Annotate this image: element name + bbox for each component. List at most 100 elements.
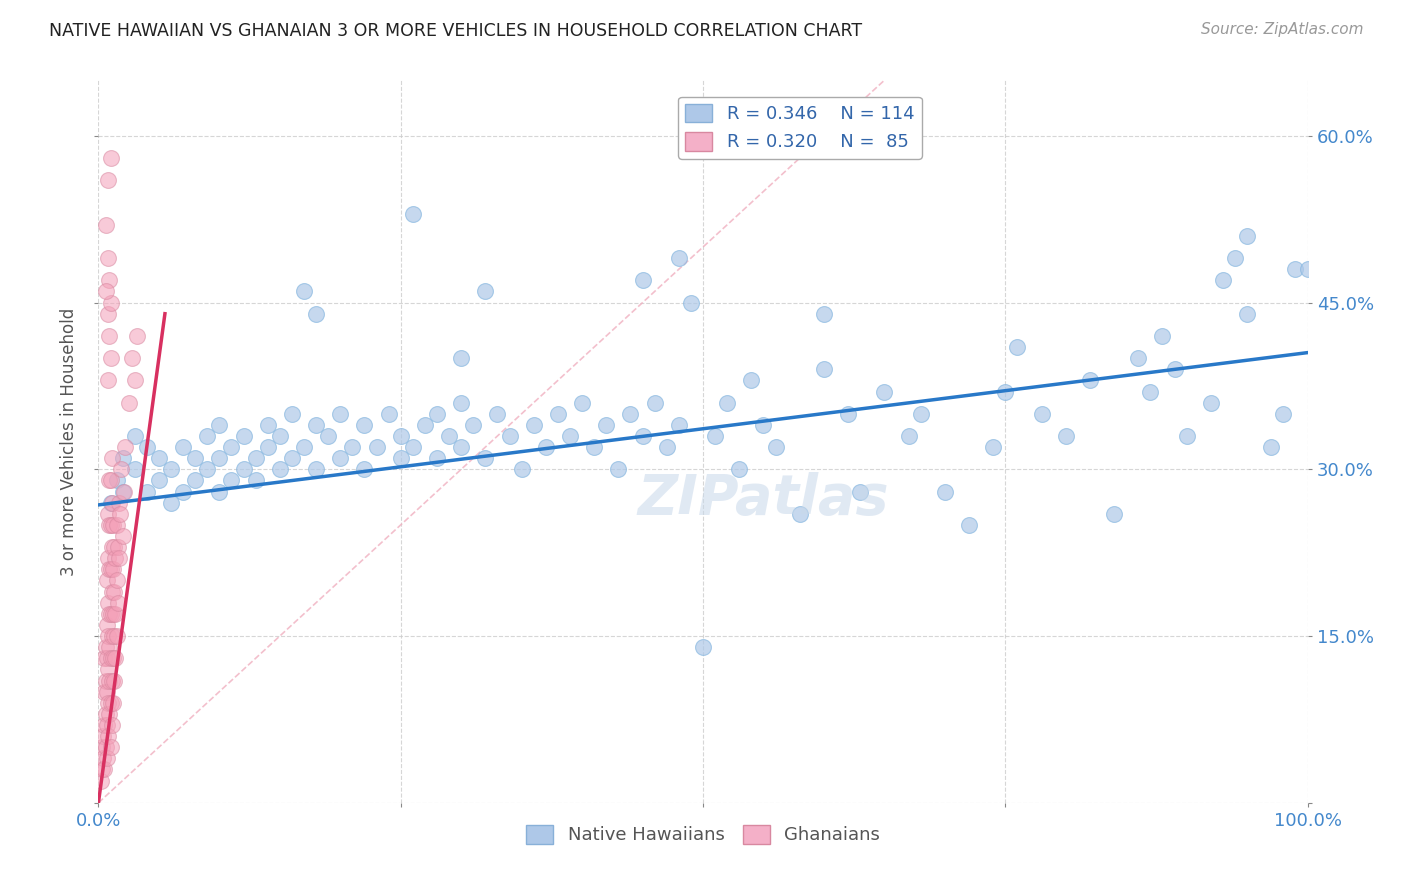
Point	[104, 607, 127, 621]
Point	[160, 462, 183, 476]
Point	[114, 440, 136, 454]
Point	[329, 407, 352, 421]
Point	[353, 462, 375, 476]
Point	[97, 507, 120, 521]
Point	[110, 462, 132, 476]
Point	[98, 329, 121, 343]
Point	[97, 629, 120, 643]
Point	[631, 429, 654, 443]
Point	[957, 517, 980, 532]
Point	[1223, 251, 1246, 265]
Point	[752, 417, 775, 432]
Point	[94, 706, 117, 721]
Point	[97, 551, 120, 566]
Point	[184, 474, 207, 488]
Point	[118, 395, 141, 409]
Point	[510, 462, 533, 476]
Point	[91, 751, 114, 765]
Point	[96, 618, 118, 632]
Point	[91, 740, 114, 755]
Point	[245, 474, 267, 488]
Point	[195, 429, 218, 443]
Point	[98, 706, 121, 721]
Point	[463, 417, 485, 432]
Point	[426, 407, 449, 421]
Point	[668, 251, 690, 265]
Point	[256, 440, 278, 454]
Text: Source: ZipAtlas.com: Source: ZipAtlas.com	[1201, 22, 1364, 37]
Point	[292, 440, 315, 454]
Point	[329, 451, 352, 466]
Point	[208, 484, 231, 499]
Point	[100, 696, 122, 710]
Point	[1296, 262, 1319, 277]
Point	[124, 429, 146, 443]
Point	[100, 496, 122, 510]
Point	[389, 429, 412, 443]
Point	[124, 373, 146, 387]
Point	[112, 484, 135, 499]
Point	[94, 640, 117, 655]
Point	[305, 307, 328, 321]
Point	[103, 584, 125, 599]
Point	[100, 562, 122, 576]
Point	[96, 751, 118, 765]
Point	[583, 440, 606, 454]
Point	[353, 417, 375, 432]
Point	[1139, 384, 1161, 399]
Point	[108, 551, 131, 566]
Point	[571, 395, 593, 409]
Point	[91, 729, 114, 743]
Point	[910, 407, 932, 421]
Point	[100, 540, 122, 554]
Point	[523, 417, 546, 432]
Point	[172, 484, 194, 499]
Point	[1236, 228, 1258, 243]
Point	[305, 462, 328, 476]
Point	[97, 696, 120, 710]
Point	[124, 462, 146, 476]
Point	[474, 285, 496, 299]
Point	[111, 451, 134, 466]
Point	[981, 440, 1004, 454]
Point	[97, 251, 120, 265]
Point	[98, 607, 121, 621]
Point	[1175, 429, 1198, 443]
Point	[849, 484, 872, 499]
Point	[619, 407, 641, 421]
Point	[135, 440, 157, 454]
Point	[103, 540, 125, 554]
Point	[232, 429, 254, 443]
Point	[100, 740, 122, 755]
Point	[101, 696, 124, 710]
Point	[1031, 407, 1053, 421]
Point	[96, 651, 118, 665]
Point	[94, 285, 117, 299]
Point	[121, 351, 143, 366]
Point	[1152, 329, 1174, 343]
Point	[292, 285, 315, 299]
Point	[765, 440, 787, 454]
Point	[1078, 373, 1101, 387]
Point	[607, 462, 630, 476]
Point	[108, 507, 131, 521]
Point	[100, 474, 122, 488]
Point	[90, 773, 112, 788]
Point	[498, 429, 520, 443]
Point	[93, 718, 115, 732]
Point	[595, 417, 617, 432]
Point	[96, 574, 118, 588]
Point	[1163, 362, 1185, 376]
Point	[437, 429, 460, 443]
Point	[93, 684, 115, 698]
Point	[366, 440, 388, 454]
Point	[558, 429, 581, 443]
Point	[100, 607, 122, 621]
Point	[389, 451, 412, 466]
Point	[474, 451, 496, 466]
Point	[256, 417, 278, 432]
Point	[97, 662, 120, 676]
Point	[104, 651, 127, 665]
Point	[94, 218, 117, 232]
Point	[1212, 273, 1234, 287]
